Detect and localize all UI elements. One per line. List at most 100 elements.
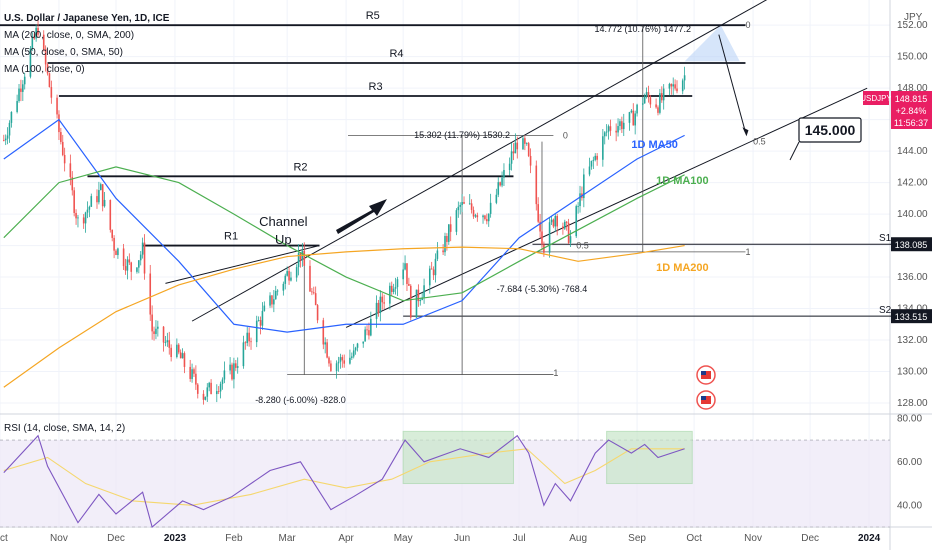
candle-down — [565, 221, 568, 223]
candle-up — [223, 370, 226, 380]
candle-up — [564, 221, 566, 229]
candle-down — [330, 363, 332, 371]
candle-down — [529, 155, 532, 166]
candle-down — [615, 130, 617, 133]
y-tick-label: 132.00 — [897, 335, 928, 346]
candle-down — [377, 302, 380, 314]
candle-down — [3, 140, 5, 141]
candle-down — [124, 266, 127, 271]
candle-up — [362, 341, 365, 344]
x-tick-label: Jul — [513, 533, 526, 544]
fib-1-a: 1 — [553, 368, 558, 378]
ma100-label: 1D MA100 — [656, 175, 709, 187]
candle-up — [35, 27, 37, 39]
series-line-ma200 — [3, 244, 685, 388]
candle-down — [58, 114, 60, 133]
candle-up — [324, 342, 326, 345]
candle-up — [138, 260, 140, 268]
series-line-ma100 — [3, 166, 685, 302]
candle-up — [501, 177, 503, 186]
y-tick-label: 128.00 — [897, 398, 928, 409]
ma100-legend: MA (100, close, 0) — [4, 64, 85, 75]
y-tick-label: 134.00 — [897, 304, 928, 315]
candle-down — [309, 265, 311, 292]
ma50-label: 1D MA50 — [631, 139, 677, 151]
candle-down — [470, 203, 473, 210]
candle-up — [155, 328, 157, 334]
channel-upper-line — [191, 0, 768, 322]
channel-early-upper — [165, 245, 320, 284]
candle-down — [316, 305, 319, 321]
candle-up — [126, 259, 129, 271]
candle-up — [23, 76, 26, 85]
candle-down — [101, 184, 104, 207]
candle-up — [681, 80, 684, 92]
candle-up — [402, 269, 404, 280]
x-tick-label: Apr — [338, 533, 354, 544]
candle-up — [508, 163, 511, 171]
level-label-r5: R5 — [366, 10, 380, 22]
rsi-tick-label: 40.00 — [897, 500, 922, 511]
x-tick-label: Feb — [225, 533, 243, 544]
candle-down — [151, 314, 153, 332]
candle-down — [75, 212, 77, 219]
candle-down — [96, 196, 98, 203]
candle-down — [231, 364, 233, 380]
candle-up — [242, 342, 245, 367]
price-tag-bg — [891, 237, 932, 252]
candle-down — [463, 202, 465, 204]
candle-down — [476, 215, 479, 218]
candle-up — [84, 212, 87, 224]
candle-down — [288, 271, 290, 281]
x-tick-label: Mar — [279, 533, 297, 544]
x-tick-label: Dec — [107, 533, 125, 544]
candle-down — [556, 216, 559, 227]
candle-up — [6, 135, 9, 139]
candle-up — [569, 236, 572, 243]
level-label-r3: R3 — [369, 81, 383, 93]
candle-down — [527, 143, 530, 156]
candle-down — [153, 331, 155, 334]
candle-up — [444, 236, 446, 253]
candle-up — [164, 342, 167, 343]
ma200-legend: MA (200, close, 0, SMA, 200) — [4, 30, 135, 41]
candle-down — [33, 36, 36, 39]
ma50-legend: MA (50, close, 0, SMA, 50) — [4, 47, 123, 58]
candle-up — [436, 250, 439, 259]
candle-up — [622, 122, 625, 130]
candle-up — [286, 271, 288, 276]
candle-up — [295, 267, 298, 278]
candle-countdown: 11:56:37 — [894, 118, 928, 128]
candle-down — [632, 110, 635, 126]
channel-lower-line — [345, 87, 868, 328]
candle-down — [50, 87, 53, 98]
candle-down — [535, 165, 538, 205]
symbol-title: U.S. Dollar / Japanese Yen, 1D, ICE — [4, 13, 170, 24]
candle-up — [351, 356, 353, 358]
candle-down — [235, 363, 237, 368]
candle-up — [392, 288, 395, 292]
channel-up-arrow — [336, 199, 387, 234]
candle-up — [659, 93, 661, 113]
candle-up — [29, 48, 32, 77]
candle-down — [647, 92, 650, 98]
candle-up — [487, 213, 490, 222]
candle-down — [248, 332, 250, 342]
candle-down — [179, 352, 182, 359]
measure-2-label: 14.772 (10.76%) 1477.2 — [594, 24, 691, 34]
candle-down — [442, 250, 444, 253]
candle-down — [670, 83, 673, 87]
level-label-r1: R1 — [224, 231, 238, 243]
x-tick-label: Aug — [569, 533, 587, 544]
candle-up — [349, 357, 351, 364]
candle-down — [312, 292, 315, 294]
candle-down — [649, 97, 652, 105]
candle-down — [674, 84, 676, 89]
candle-up — [455, 210, 458, 232]
candle-up — [404, 263, 406, 270]
candle-up — [419, 299, 422, 302]
candle-up — [181, 353, 184, 359]
y-tick-label: 148.00 — [897, 83, 928, 94]
candle-up — [219, 383, 222, 392]
